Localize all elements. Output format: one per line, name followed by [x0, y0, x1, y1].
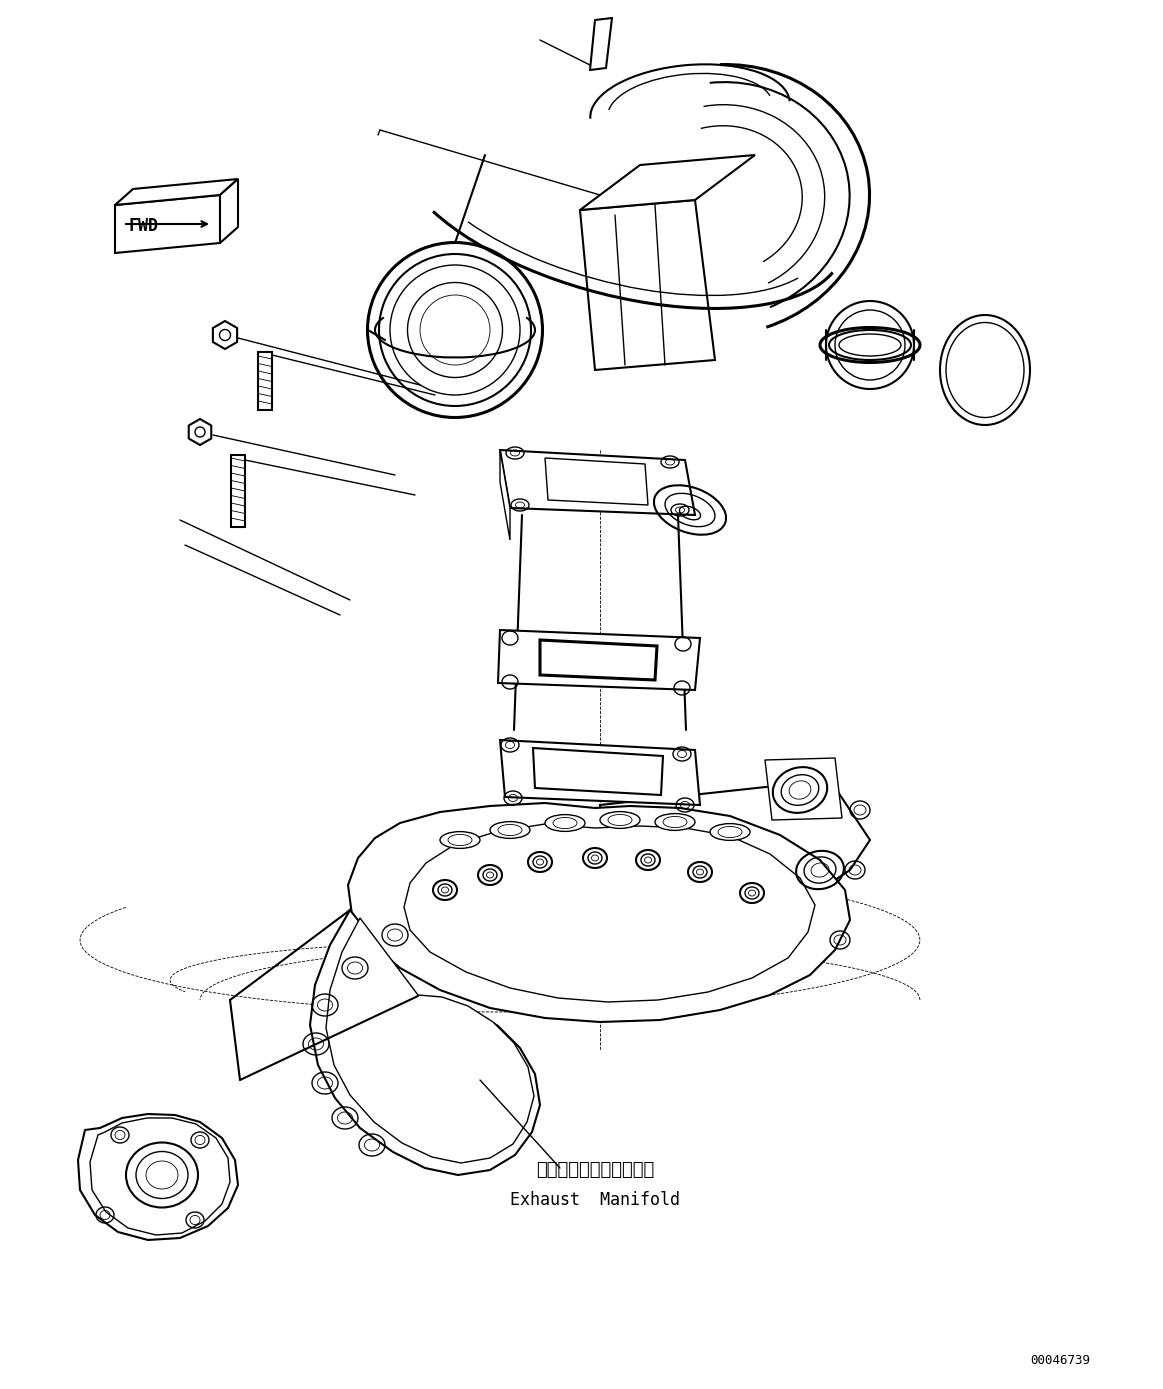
- Ellipse shape: [545, 814, 585, 832]
- Polygon shape: [533, 749, 663, 795]
- Ellipse shape: [600, 811, 640, 828]
- Polygon shape: [540, 640, 657, 681]
- Text: Exhaust  Manifold: Exhaust Manifold: [511, 1190, 680, 1208]
- Polygon shape: [78, 1114, 238, 1240]
- Ellipse shape: [663, 817, 687, 828]
- Polygon shape: [213, 321, 237, 349]
- Polygon shape: [311, 910, 540, 1175]
- Ellipse shape: [608, 814, 632, 825]
- Polygon shape: [580, 200, 715, 369]
- Polygon shape: [500, 450, 695, 515]
- Polygon shape: [765, 758, 842, 820]
- Ellipse shape: [718, 826, 742, 838]
- Polygon shape: [498, 631, 700, 690]
- Polygon shape: [500, 740, 700, 806]
- Polygon shape: [220, 179, 238, 243]
- Polygon shape: [500, 450, 511, 540]
- Ellipse shape: [709, 824, 750, 840]
- Ellipse shape: [498, 825, 522, 836]
- Polygon shape: [115, 194, 220, 253]
- Polygon shape: [231, 456, 245, 526]
- Polygon shape: [326, 918, 534, 1163]
- Polygon shape: [545, 458, 648, 506]
- Polygon shape: [348, 803, 850, 1022]
- Polygon shape: [188, 419, 212, 444]
- Polygon shape: [600, 781, 870, 895]
- Polygon shape: [258, 351, 272, 410]
- Ellipse shape: [490, 822, 530, 839]
- Text: 00046739: 00046739: [1030, 1353, 1090, 1367]
- Polygon shape: [115, 179, 238, 206]
- Ellipse shape: [552, 817, 577, 829]
- Polygon shape: [580, 156, 755, 210]
- Polygon shape: [404, 824, 815, 1001]
- Text: エキゾーストマニホルド: エキゾーストマニホルド: [536, 1161, 654, 1179]
- Ellipse shape: [655, 814, 695, 831]
- Text: FWD: FWD: [129, 217, 159, 235]
- Ellipse shape: [448, 835, 472, 846]
- Ellipse shape: [440, 832, 480, 849]
- Polygon shape: [90, 1118, 230, 1235]
